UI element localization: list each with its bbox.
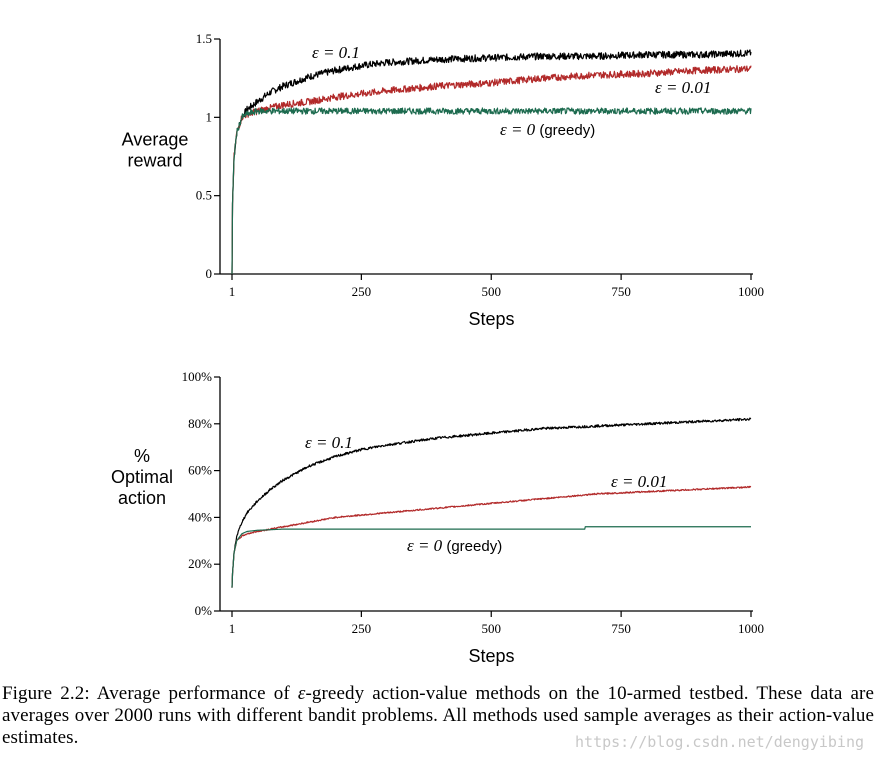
y-tick-label: 60%: [188, 463, 212, 478]
series-line: [231, 526, 752, 588]
y-axis-label: reward: [127, 151, 182, 171]
figure-charts: 1 250 500 750 1000 0 0.5 1 1.5 Steps Averagereward…: [111, 31, 764, 666]
series-label: ε = 0.1: [305, 433, 353, 452]
y-tick-label: 40%: [188, 509, 212, 524]
series-line: [231, 107, 752, 275]
x-tick-label: 500: [481, 284, 501, 299]
x-tick-label: 250: [352, 284, 372, 299]
x-tick-label: 1: [229, 621, 236, 636]
x-tick-label: 750: [611, 284, 631, 299]
series-label: ε = 0 (greedy): [407, 536, 502, 555]
series-label: ε = 0.1: [312, 43, 360, 62]
x-tick-label: 750: [611, 621, 631, 636]
series-label: ε = 0 (greedy): [500, 120, 595, 139]
x-axis-label: Steps: [468, 309, 514, 329]
y-tick-label: 0%: [195, 603, 213, 618]
series-line: [231, 65, 752, 275]
caption-text-pre: Average performance of: [96, 683, 290, 704]
figure-caption: Figure 2.2: Average performance of ε-gre…: [2, 683, 874, 749]
y-tick-label: 80%: [188, 416, 212, 431]
x-tick-label: 250: [352, 621, 372, 636]
series-label: ε = 0.01: [611, 472, 667, 491]
chart-reward: 1 250 500 750 1000 0 0.5 1 1.5 Steps Averagereward…: [122, 31, 764, 329]
chart-optimal: 1 250 500 750 1000 0% 20% 40% 60% 80% 100% Steps%Op…: [111, 369, 764, 666]
series-line: [231, 49, 752, 275]
x-tick-label: 1000: [738, 621, 764, 636]
caption-epsilon: ε: [297, 683, 306, 704]
y-axis-label: Average: [122, 130, 189, 150]
y-tick-label: 0.5: [196, 188, 212, 203]
y-axis-label: Optimal: [111, 467, 173, 487]
x-tick-label: 500: [481, 621, 501, 636]
y-tick-label: 1.5: [196, 31, 212, 46]
y-tick-label: 1: [206, 109, 213, 124]
caption-text-post: -greedy action-value methods on the 10-a…: [2, 683, 874, 748]
y-axis-label: action: [118, 488, 166, 508]
x-tick-label: 1: [229, 284, 236, 299]
series-line: [231, 417, 752, 588]
y-tick-label: 100%: [182, 369, 213, 384]
watermark: https://blog.csdn.net/dengyibing: [575, 733, 864, 751]
x-axis-label: Steps: [468, 646, 514, 666]
y-tick-label: 0: [206, 266, 213, 281]
caption-prefix: Figure 2.2:: [2, 683, 90, 704]
series-line: [231, 485, 752, 588]
series-label: ε = 0.01: [655, 78, 711, 97]
y-axis-label: %: [134, 446, 150, 466]
x-tick-label: 1000: [738, 284, 764, 299]
y-tick-label: 20%: [188, 556, 212, 571]
